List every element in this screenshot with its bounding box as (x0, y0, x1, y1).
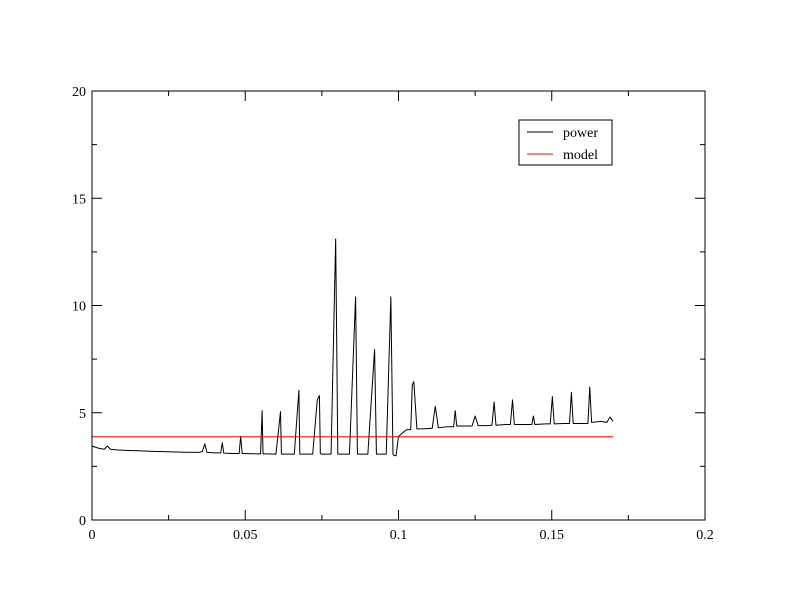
x-tick-label: 0.15 (540, 528, 565, 543)
x-tick-label: 0.2 (696, 528, 714, 543)
y-tick-label: 0 (79, 514, 86, 529)
plot-frame (91, 90, 706, 521)
y-tick-label: 10 (72, 300, 86, 315)
legend: power model (518, 119, 613, 166)
y-tick-label: 5 (79, 407, 86, 422)
series-line-power (91, 238, 614, 457)
legend-box (518, 119, 613, 166)
y-tick-label: 20 (72, 85, 86, 100)
x-tick-label: 0.1 (390, 528, 408, 543)
legend-label-power: power (563, 126, 598, 141)
x-tick-label: 0 (89, 528, 96, 543)
x-tick-label: 0.05 (233, 528, 258, 543)
y-tick-label: 15 (72, 192, 86, 207)
x-tick-labels: 0 0.05 0.1 0.15 0.2 (89, 528, 714, 543)
legend-label-model: model (563, 148, 598, 163)
y-tick-labels: 0 5 10 15 20 (72, 85, 86, 529)
plot-lines (91, 238, 614, 457)
minor-ticks (92, 91, 705, 520)
